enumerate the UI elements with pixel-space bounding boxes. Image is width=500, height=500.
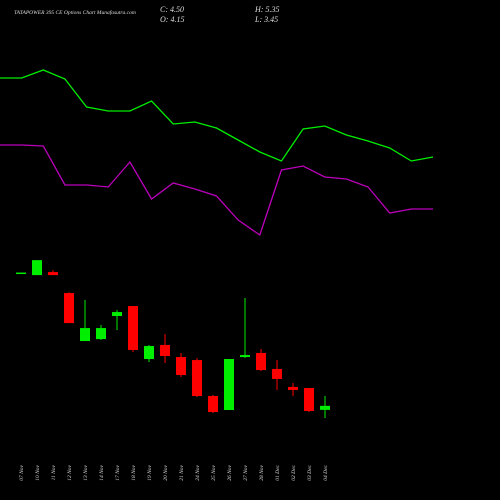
x-tick-label: 20 Nov — [163, 464, 169, 480]
candle-body — [320, 405, 330, 410]
x-tick-label: 24 Nov — [194, 464, 201, 480]
candle-body — [64, 293, 74, 324]
candle-body — [48, 272, 58, 276]
x-tick-label: 04 Dec — [322, 464, 329, 480]
candle-body — [128, 306, 138, 350]
x-tick-label: 03 Dec — [307, 464, 313, 480]
x-tick-label: 14 Nov — [98, 464, 105, 480]
candle-body — [304, 387, 314, 411]
x-tick-label: 13 Nov — [83, 464, 89, 480]
candle-body — [288, 386, 298, 390]
candle-body — [240, 355, 250, 358]
x-tick-label: 26 Nov — [227, 464, 233, 480]
x-tick-label: 27 Nov — [243, 464, 249, 480]
x-tick-label: 10 Nov — [35, 464, 41, 480]
candle-body — [224, 359, 234, 411]
candle-body — [32, 260, 42, 276]
candle-body — [80, 328, 90, 342]
x-tick-label: 02 Dec — [291, 464, 297, 480]
candle-body — [256, 352, 266, 371]
x-tick-label: 11 Nov — [51, 464, 57, 480]
x-tick-label: 17 Nov — [115, 464, 121, 480]
candle-body — [112, 312, 122, 317]
x-tick-label: 25 Nov — [211, 464, 217, 480]
candle-body — [192, 360, 202, 396]
x-tick-label: 01 Dec — [275, 464, 281, 480]
chart-title: TATAPOWER 395 CE Options Chart Munafasut… — [14, 9, 136, 16]
candle-body — [144, 346, 154, 360]
candle-body — [208, 395, 218, 412]
x-tick-label: 07 Nov — [19, 464, 25, 480]
x-tick-label: 28 Nov — [259, 464, 265, 480]
indicator-line — [0, 144, 433, 237]
indicator-line — [0, 69, 434, 162]
candle-body — [176, 357, 186, 376]
x-tick-label: 12 Nov — [67, 464, 73, 480]
candle-body — [272, 368, 282, 379]
x-tick-label: 19 Nov — [147, 464, 153, 480]
ohlc-label: H: 5.35 — [254, 5, 279, 14]
ohlc-label: L: 3.45 — [254, 15, 278, 24]
candle-body — [16, 272, 26, 275]
ohlc-label: C: 4.50 — [160, 5, 184, 14]
x-tick-label: 21 Nov — [179, 464, 185, 480]
ohlc-label: O: 4.15 — [160, 15, 184, 24]
candle-body — [96, 328, 106, 340]
x-tick-label: 18 Nov — [131, 464, 137, 480]
candle-body — [160, 344, 170, 356]
